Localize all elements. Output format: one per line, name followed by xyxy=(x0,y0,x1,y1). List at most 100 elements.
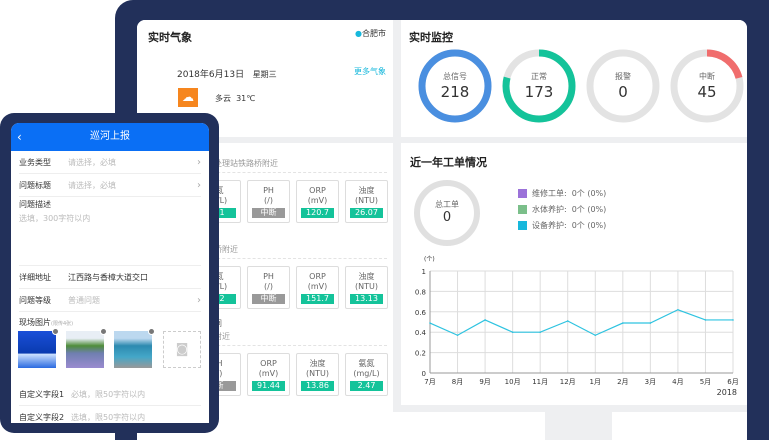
data-point xyxy=(622,322,624,324)
address-field[interactable]: 详细地址 江西路与香樟大道交口 xyxy=(19,266,201,289)
series-line xyxy=(429,309,733,336)
remove-photo-icon[interactable] xyxy=(52,328,59,335)
metric-name: ORP xyxy=(309,186,326,195)
metric-name: 浊度 xyxy=(309,359,326,368)
metric-card[interactable]: 浊度 (NTU) 26.07 xyxy=(345,180,388,223)
ring-arc xyxy=(502,49,576,123)
y-tick-label: 0 xyxy=(422,370,426,378)
ring-value: 218 xyxy=(440,83,470,101)
data-point xyxy=(677,308,679,311)
metric-name: 氮 xyxy=(215,272,224,281)
metric-value: 中断 xyxy=(252,294,285,304)
monitor-ring[interactable]: 总信号 218 xyxy=(418,49,492,123)
chevron-right-icon: › xyxy=(197,180,201,191)
phone-mockup: ‹ 巡河上报 业务类型 请选择，必填 › 问题标题 请选择，必填 › 问题描述 选填，3… xyxy=(0,113,219,433)
y-tick-label: 0.2 xyxy=(415,350,426,358)
legend-swatch xyxy=(518,205,527,214)
city-selector[interactable]: ●合肥市 xyxy=(355,28,386,39)
y-axis-unit: (个) xyxy=(424,256,435,263)
back-arrow-icon[interactable]: ‹ xyxy=(17,130,22,144)
weather-date: 2018年6月13日 星期三 xyxy=(177,70,277,80)
orders-line-chart: 0 0.2 0.4 0.6 0.8 1 7月 8月 9月 10月 11月 12月 1月 2月 3月 4月 5月 6… xyxy=(415,256,739,397)
metric-name: 氮 xyxy=(215,186,224,195)
site-photo-2[interactable] xyxy=(66,328,107,368)
metric-card[interactable]: ORP (mV) 91.44 xyxy=(247,353,290,396)
x-tick-label: 5月 xyxy=(700,378,711,386)
metric-unit: (/) xyxy=(264,196,273,205)
metric-card[interactable]: ORP (mV) 151.7 xyxy=(296,266,339,309)
remove-photo-icon[interactable] xyxy=(100,328,107,335)
metric-name: ORP xyxy=(260,359,277,368)
issue-title-field[interactable]: 问题标题 请选择，必填 › xyxy=(19,174,201,197)
metric-value: 42 xyxy=(203,294,236,304)
metric-card[interactable]: 浊度 (NTU) 13.86 xyxy=(296,353,339,396)
x-tick-label: 11月 xyxy=(532,378,548,386)
monitor-title: 实时监控 xyxy=(409,31,453,44)
cloudy-sun-icon: ☁ xyxy=(178,88,198,107)
custom-field-2[interactable]: 自定义字段2 选填，限50字符以内 xyxy=(19,406,201,423)
y-tick-label: 1 xyxy=(422,268,426,276)
ring-arc xyxy=(418,49,492,123)
legend-item: 设备养护: 0个 (0%) xyxy=(518,220,606,231)
metric-name: 浊度 xyxy=(358,272,375,281)
metric-card[interactable]: PH (/) 中断 xyxy=(247,266,290,309)
data-point xyxy=(704,319,707,321)
monitor-panel: 实时监控 总信号 218 正常 173 报警 0 中断 45 xyxy=(401,20,747,137)
metric-value: 120.7 xyxy=(301,208,334,218)
monitor-ring[interactable]: 正常 173 xyxy=(502,49,576,123)
data-point xyxy=(566,320,569,322)
more-weather-link[interactable]: 更多气象 xyxy=(354,67,386,76)
issue-description-field[interactable]: 问题描述 选填，300字符以内 xyxy=(19,197,201,266)
remove-photo-icon[interactable] xyxy=(148,328,155,335)
metric-card[interactable]: PH (/) 中断 xyxy=(247,180,290,223)
custom-field-1[interactable]: 自定义字段1 必填，限50字符以内 xyxy=(19,383,201,406)
metric-card[interactable]: 氨氮 (mg/L) 2.47 xyxy=(345,353,388,396)
metric-name: 氨氮 xyxy=(358,359,375,368)
metric-value: 151.7 xyxy=(301,294,334,304)
total-orders-ring: 总工单 0 xyxy=(413,179,481,247)
site-photo-3[interactable] xyxy=(114,328,155,368)
weekday: 星期三 xyxy=(252,70,277,79)
metric-unit: (mV) xyxy=(307,196,328,205)
metric-name: PH xyxy=(263,186,274,195)
metric-value: 断 xyxy=(203,381,236,391)
y-tick-label: 0.4 xyxy=(415,329,427,337)
orders-title: 近一年工单情况 xyxy=(410,156,487,169)
metric-value: 13.86 xyxy=(301,381,334,391)
monitor-ring[interactable]: 报警 0 xyxy=(586,49,660,123)
x-tick-label: 9月 xyxy=(479,378,490,386)
metric-unit: g/L) xyxy=(211,196,228,205)
ring-arc xyxy=(670,49,744,123)
business-type-field[interactable]: 业务类型 请选择，必填 › xyxy=(19,151,201,174)
divider xyxy=(197,172,387,173)
bottom-panel-2 xyxy=(345,412,545,440)
station-name: 处理站铁路桥附近 xyxy=(214,159,278,168)
metric-card[interactable]: ORP (mV) 120.7 xyxy=(296,180,339,223)
issue-level-field[interactable]: 问题等级 普通问题 › xyxy=(19,289,201,312)
y-tick-label: 0.8 xyxy=(415,288,426,296)
photos-label: 现场图片(限传4张) xyxy=(19,318,74,327)
x-tick-label: 10月 xyxy=(505,378,521,386)
site-photo-1[interactable] xyxy=(18,328,59,368)
metric-value: 91.44 xyxy=(252,381,285,391)
total-orders-value: 0 xyxy=(442,210,452,225)
data-point xyxy=(511,331,514,333)
orders-panel: 近一年工单情况 总工单 0 维修工单: 0个 (0%) 水体养护: 0个 (0%) 设备… xyxy=(401,143,747,405)
x-tick-label: 2月 xyxy=(617,378,628,386)
data-point xyxy=(539,331,541,333)
x-tick-label: 12月 xyxy=(560,378,576,386)
chevron-right-icon: › xyxy=(197,157,201,168)
monitor-ring[interactable]: 中断 45 xyxy=(670,49,744,123)
data-point xyxy=(484,319,486,321)
metric-value: 2.47 xyxy=(350,381,383,391)
metric-value: 26.07 xyxy=(350,208,383,218)
metric-unit: (/) xyxy=(264,282,273,291)
data-point xyxy=(594,334,597,337)
metric-card[interactable]: 浊度 (NTU) 13.13 xyxy=(345,266,388,309)
add-photo-camera-icon[interactable]: ◙ xyxy=(163,331,201,368)
station-name: 附近 xyxy=(214,332,230,341)
metric-name: 浊度 xyxy=(358,186,375,195)
ring-value: 45 xyxy=(697,83,717,101)
metric-unit: (mg/L) xyxy=(353,369,380,378)
x-tick-label: 6月 xyxy=(727,378,738,386)
